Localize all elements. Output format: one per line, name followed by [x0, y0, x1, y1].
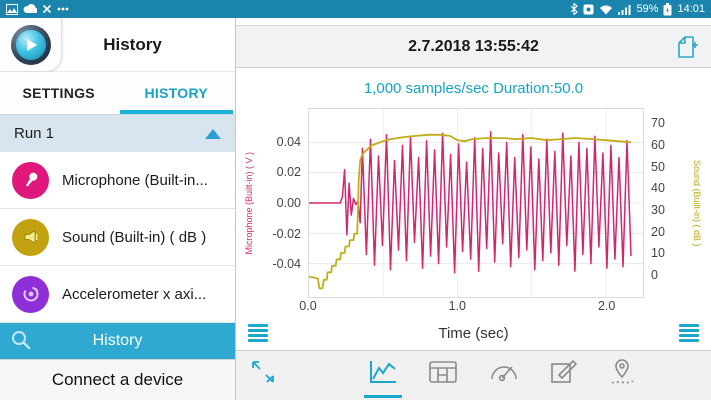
- sensor-label: Microphone (Built-in...: [62, 171, 208, 189]
- bottom-toolbar: [236, 350, 711, 400]
- play-icon: [27, 38, 37, 51]
- history-button-label: History: [92, 332, 143, 349]
- tab-history[interactable]: HISTORY: [118, 72, 236, 114]
- sidebar-title: History: [103, 34, 162, 54]
- axis-tick-label: 0.0: [299, 299, 317, 313]
- axis-tick-label: -0.04: [272, 257, 302, 272]
- axis-tick-label: 2.0: [597, 299, 616, 313]
- connect-device-button[interactable]: Connect a device: [0, 359, 235, 400]
- x-axis-label: Time (sec): [438, 324, 509, 342]
- sidebar-tabs: SETTINGS HISTORY: [0, 72, 235, 114]
- status-time: 14:01: [677, 3, 705, 15]
- axis-tick-label: -0.02: [272, 226, 302, 241]
- sound-icon: [12, 218, 49, 256]
- sample-rate-duration: 1,000 samples/sec Duration:50.0: [363, 79, 584, 97]
- right-axis-ticks: 70 60 50 40 30 20 10 0: [644, 108, 684, 298]
- edit-icon[interactable]: [548, 356, 580, 396]
- microphone-icon: [12, 161, 49, 199]
- axis-tick-label: 20: [651, 224, 665, 239]
- right-axis-label: Sound (Built-in) ( dB ): [692, 159, 702, 247]
- battery-percent: 59%: [636, 3, 659, 15]
- table-icon[interactable]: [426, 356, 460, 396]
- app-logo-sphere: [10, 24, 51, 65]
- main-panel: 2.7.2018 13:55:42 1,000 samples/sec Dura…: [236, 18, 711, 400]
- axis-tick-label: 0.04: [276, 134, 301, 149]
- wifi-icon: [600, 5, 613, 14]
- signal-icon: [618, 4, 631, 15]
- sidebar: History SETTINGS HISTORY Run 1 Microphon…: [0, 18, 236, 400]
- add-page-icon[interactable]: [671, 33, 701, 68]
- bluetooth-icon: [571, 3, 579, 15]
- more-notifications-icon: [57, 7, 69, 11]
- axis-tick-label: 0: [651, 268, 658, 283]
- axis-tick-label: 70: [651, 116, 665, 131]
- gauge-icon[interactable]: [486, 356, 522, 396]
- tab-settings[interactable]: SETTINGS: [22, 85, 95, 101]
- sensor-item-accelerometer[interactable]: Accelerometer x axi...: [0, 266, 235, 323]
- chart-plot[interactable]: [308, 108, 644, 298]
- plot-svg: [309, 109, 643, 297]
- chevron-up-icon[interactable]: [205, 128, 221, 139]
- sensor-label: Sound (Built-in) ( dB ): [62, 228, 207, 246]
- x-axis-ticks: 0.0 1.0 2.0: [299, 298, 644, 316]
- run-label: Run 1: [14, 125, 55, 142]
- chart-area: Microphone (Built-in) ( V ) 0.04 0.02 0.00…: [236, 108, 711, 298]
- disconnect-icon: [42, 4, 52, 14]
- axis-tick-label: 0.00: [276, 196, 301, 210]
- sensor-item-microphone[interactable]: Microphone (Built-in...: [0, 152, 235, 209]
- expand-icon[interactable]: [248, 356, 278, 396]
- run-timestamp: 2.7.2018 13:55:42: [408, 37, 539, 55]
- battery-icon: [663, 2, 672, 15]
- right-axis-menu-icon[interactable]: [675, 320, 703, 346]
- run-item[interactable]: Run 1: [0, 114, 235, 152]
- history-button[interactable]: History: [0, 323, 235, 359]
- app-square-icon: [583, 4, 594, 14]
- cloud-icon: [23, 4, 37, 14]
- screenshot-icon: [6, 3, 18, 15]
- axis-tick-label: 50: [651, 159, 665, 174]
- status-bar: 59% 14:01: [0, 0, 711, 18]
- axis-tick-label: 30: [651, 203, 665, 218]
- line-chart-icon[interactable]: [364, 356, 402, 398]
- left-axis-label: Microphone (Built-in) ( V ): [244, 151, 254, 255]
- sensor-item-sound[interactable]: Sound (Built-in) ( dB ): [0, 209, 235, 266]
- sensor-label: Accelerometer x axi...: [62, 285, 207, 303]
- left-axis-ticks: 0.04 0.02 0.00 -0.02 -0.04: [262, 108, 308, 298]
- axis-tick-label: 0.02: [276, 165, 301, 180]
- run-header: 2.7.2018 13:55:42: [236, 25, 711, 68]
- axis-tick-label: 40: [651, 181, 665, 196]
- search-icon: [10, 329, 32, 356]
- accelerometer-icon: [12, 275, 49, 313]
- axis-tick-label: 1.0: [448, 299, 467, 313]
- location-icon[interactable]: [606, 355, 638, 397]
- axis-tick-label: 60: [651, 137, 665, 152]
- axis-tick-label: 10: [651, 246, 665, 261]
- app-logo[interactable]: [0, 18, 62, 72]
- connect-device-label: Connect a device: [51, 370, 184, 389]
- left-axis-menu-icon[interactable]: [244, 320, 272, 346]
- sidebar-header: History: [0, 18, 235, 72]
